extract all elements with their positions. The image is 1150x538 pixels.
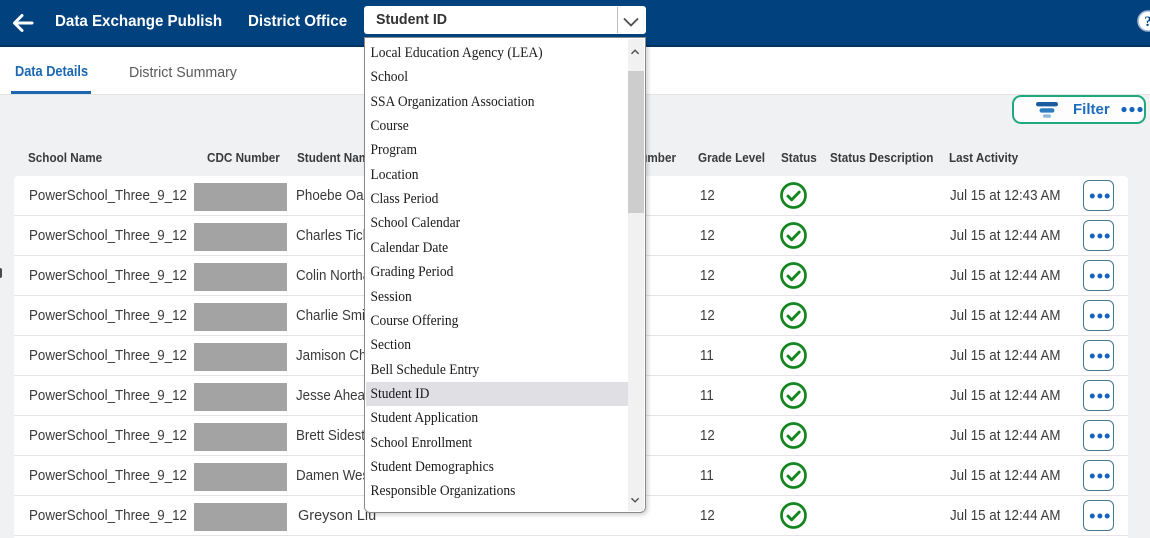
svg-text:?: ? (1144, 14, 1150, 30)
